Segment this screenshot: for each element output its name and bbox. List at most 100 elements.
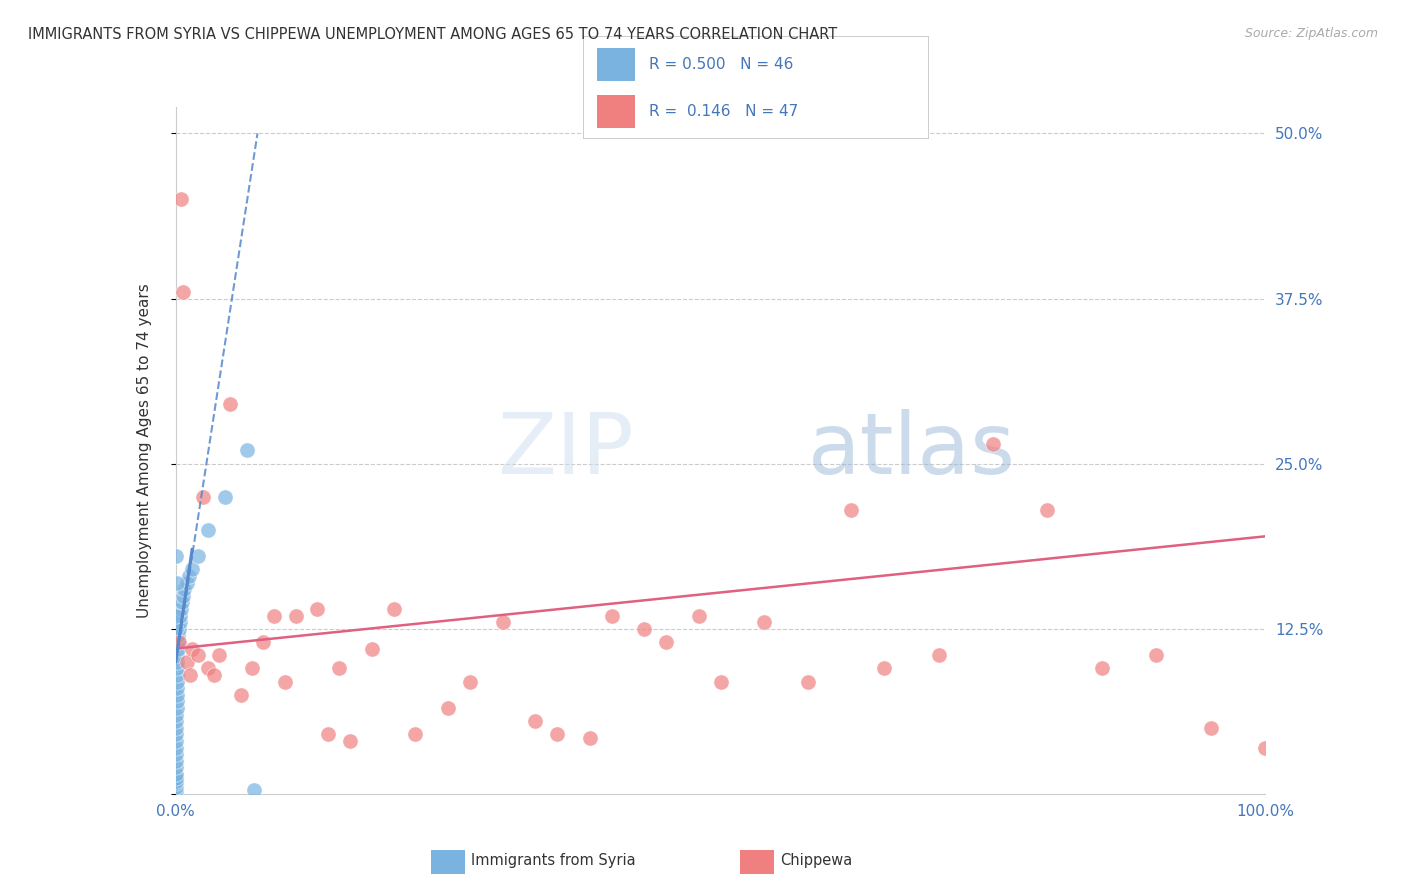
Point — [219, 397, 242, 411]
Point — [166, 661, 188, 675]
Point — [328, 661, 350, 675]
Point — [165, 747, 187, 762]
Point — [274, 674, 297, 689]
Point — [600, 608, 623, 623]
Point — [165, 714, 187, 729]
Point — [173, 582, 195, 596]
Point — [165, 740, 187, 755]
Point — [167, 622, 190, 636]
Point — [1254, 740, 1277, 755]
Point — [176, 575, 198, 590]
Point — [166, 668, 188, 682]
Text: R = 0.500   N = 46: R = 0.500 N = 46 — [650, 57, 793, 72]
Point — [1091, 661, 1114, 675]
Point — [170, 602, 193, 616]
Point — [284, 608, 307, 623]
Text: atlas: atlas — [807, 409, 1015, 492]
Point — [633, 622, 655, 636]
Y-axis label: Unemployment Among Ages 65 to 74 years: Unemployment Among Ages 65 to 74 years — [138, 283, 152, 618]
Point — [166, 688, 188, 702]
Text: R =  0.146   N = 47: R = 0.146 N = 47 — [650, 104, 799, 120]
Point — [382, 602, 405, 616]
Point — [165, 771, 187, 785]
FancyBboxPatch shape — [598, 95, 636, 128]
Point — [165, 549, 187, 563]
Point — [165, 727, 187, 741]
Point — [339, 734, 361, 748]
Point — [197, 523, 219, 537]
Point — [243, 783, 266, 797]
Point — [579, 731, 602, 746]
Point — [169, 608, 191, 623]
Point — [166, 641, 188, 656]
Point — [169, 615, 191, 630]
Point — [797, 674, 820, 689]
Point — [252, 635, 274, 649]
FancyBboxPatch shape — [598, 48, 636, 81]
Point — [307, 602, 329, 616]
Point — [263, 608, 285, 623]
Point — [165, 734, 187, 748]
Point — [166, 681, 188, 696]
Point — [172, 285, 194, 299]
Point — [710, 674, 733, 689]
Point — [235, 443, 257, 458]
Point — [437, 701, 460, 715]
Point — [361, 641, 384, 656]
Point — [688, 608, 710, 623]
Point — [166, 694, 188, 708]
Point — [405, 727, 427, 741]
Point — [655, 635, 678, 649]
Point — [841, 503, 863, 517]
Point — [240, 661, 263, 675]
Point — [165, 780, 187, 795]
Point — [928, 648, 950, 663]
Point — [318, 727, 340, 741]
Point — [170, 193, 193, 207]
Point — [165, 707, 187, 722]
Point — [754, 615, 776, 630]
Point — [202, 668, 225, 682]
Point — [165, 608, 187, 623]
Point — [981, 437, 1004, 451]
Point — [873, 661, 896, 675]
Point — [166, 701, 188, 715]
Point — [208, 648, 231, 663]
Point — [191, 490, 214, 504]
Point — [179, 668, 201, 682]
Point — [166, 648, 188, 663]
Point — [165, 776, 187, 790]
Point — [177, 569, 200, 583]
Point — [172, 589, 194, 603]
Point — [165, 767, 187, 781]
Point — [1199, 721, 1222, 735]
Point — [167, 628, 190, 642]
Point — [214, 490, 236, 504]
Point — [166, 655, 188, 669]
Point — [524, 714, 547, 729]
Point — [167, 635, 190, 649]
Point — [186, 648, 209, 663]
Text: IMMIGRANTS FROM SYRIA VS CHIPPEWA UNEMPLOYMENT AMONG AGES 65 TO 74 YEARS CORRELA: IMMIGRANTS FROM SYRIA VS CHIPPEWA UNEMPL… — [28, 27, 838, 42]
Point — [165, 754, 187, 768]
Point — [165, 760, 187, 774]
Point — [165, 784, 187, 798]
Text: Source: ZipAtlas.com: Source: ZipAtlas.com — [1244, 27, 1378, 40]
Point — [181, 641, 204, 656]
Point — [1146, 648, 1168, 663]
Point — [1036, 503, 1059, 517]
Point — [166, 575, 188, 590]
Point — [186, 549, 209, 563]
Point — [197, 661, 219, 675]
Point — [165, 773, 187, 788]
Point — [546, 727, 568, 741]
Point — [165, 721, 187, 735]
Point — [231, 688, 253, 702]
Point — [492, 615, 515, 630]
FancyBboxPatch shape — [740, 849, 775, 874]
Point — [172, 595, 194, 609]
Point — [165, 622, 187, 636]
Point — [181, 562, 204, 576]
Point — [176, 655, 198, 669]
Text: ZIP: ZIP — [496, 409, 633, 492]
